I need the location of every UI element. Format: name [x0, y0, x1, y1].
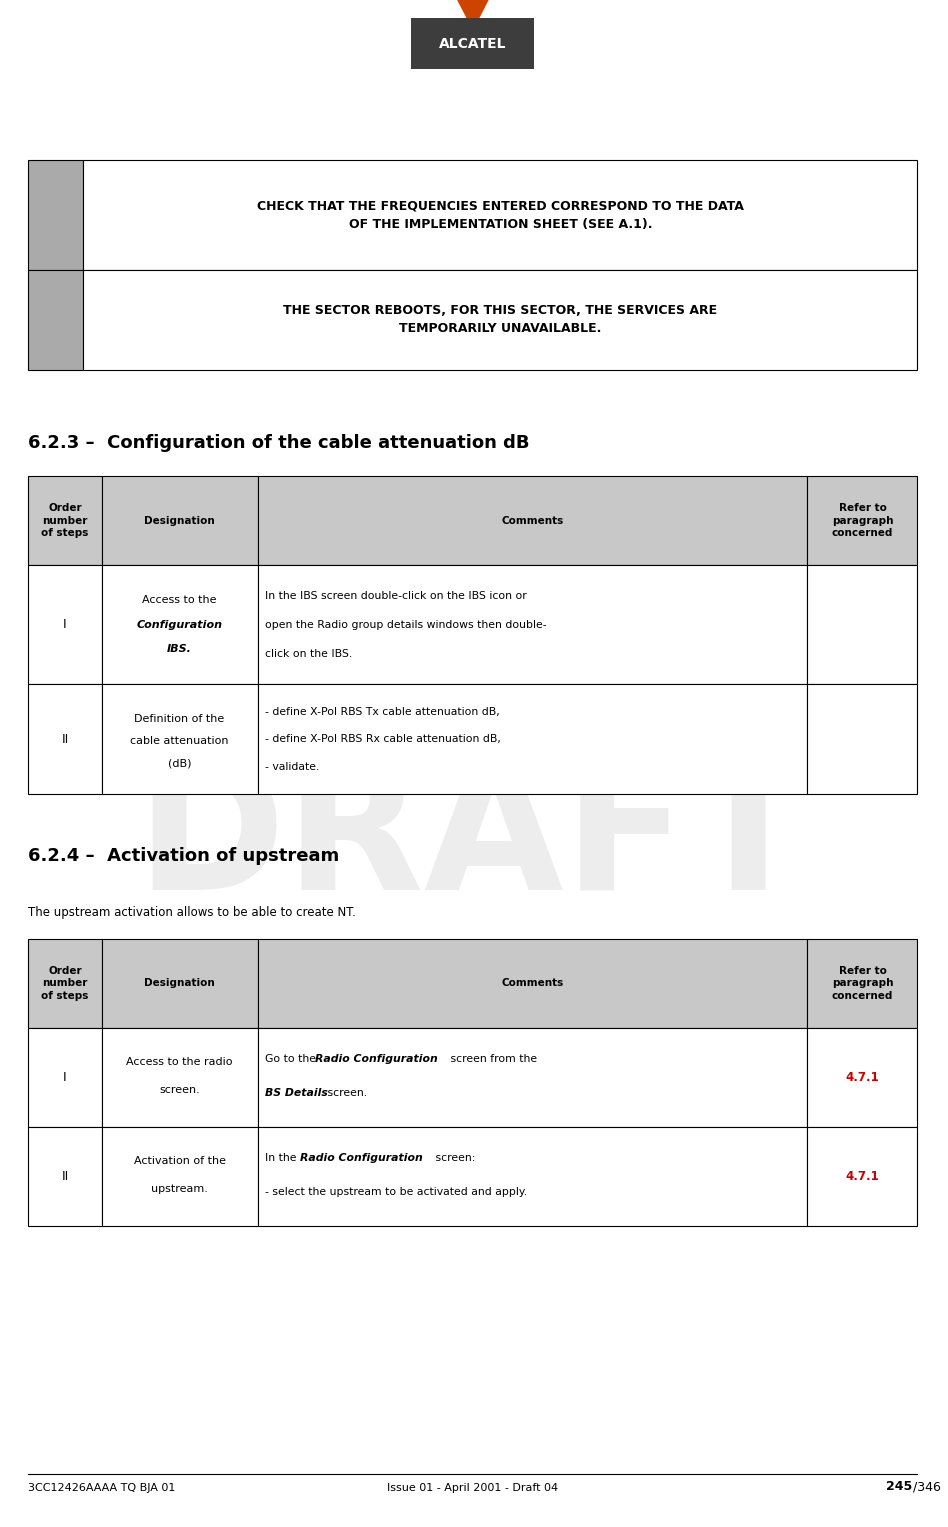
Bar: [101, 565, 258, 684]
Bar: [808, 1028, 918, 1127]
Text: Refer to
paragraph
concerned: Refer to paragraph concerned: [831, 967, 893, 1000]
Text: Access to the: Access to the: [142, 596, 217, 605]
Text: 6.2.3 –  Configuration of the cable attenuation dB: 6.2.3 – Configuration of the cable atten…: [28, 434, 530, 452]
Bar: [28, 270, 83, 370]
Text: Order
number
of steps: Order number of steps: [42, 504, 89, 538]
Bar: [28, 565, 101, 684]
Text: click on the IBS.: click on the IBS.: [265, 649, 353, 658]
Text: Issue 01 - April 2001 - Draft 04: Issue 01 - April 2001 - Draft 04: [388, 1483, 558, 1493]
Text: Radio Configuration: Radio Configuration: [301, 1153, 423, 1164]
Bar: [83, 270, 918, 370]
Text: 6.2.4 –  Activation of upstream: 6.2.4 – Activation of upstream: [28, 847, 339, 866]
Text: upstream.: upstream.: [151, 1183, 208, 1194]
Text: ALCATEL: ALCATEL: [439, 37, 506, 50]
Bar: [83, 160, 918, 270]
Bar: [28, 476, 101, 565]
Bar: [808, 1127, 918, 1226]
Text: DRAFT: DRAFT: [136, 751, 811, 928]
Text: BS Details: BS Details: [265, 1087, 328, 1098]
Text: Radio Configuration: Radio Configuration: [316, 1054, 438, 1064]
Bar: [101, 1028, 258, 1127]
Text: I: I: [64, 1070, 67, 1084]
Bar: [808, 565, 918, 684]
Bar: [101, 1127, 258, 1226]
Bar: [808, 939, 918, 1028]
Bar: [258, 476, 808, 565]
Text: In the: In the: [265, 1153, 301, 1164]
Text: 4.7.1: 4.7.1: [846, 1070, 880, 1084]
Bar: [258, 1028, 808, 1127]
Bar: [258, 939, 808, 1028]
Bar: [258, 684, 808, 794]
Bar: [258, 565, 808, 684]
Bar: [101, 684, 258, 794]
Text: Designation: Designation: [144, 516, 215, 525]
Text: - select the upstream to be activated and apply.: - select the upstream to be activated an…: [265, 1186, 527, 1197]
Text: open the Radio group details windows then double-: open the Radio group details windows the…: [265, 620, 547, 629]
Text: screen from the: screen from the: [447, 1054, 537, 1064]
Text: Comments: Comments: [501, 516, 564, 525]
Bar: [808, 476, 918, 565]
Bar: [28, 1127, 101, 1226]
Bar: [28, 160, 83, 270]
Bar: [411, 18, 535, 69]
Text: - define X-Pol RBS Tx cable attenuation dB,: - define X-Pol RBS Tx cable attenuation …: [265, 707, 500, 716]
Bar: [28, 1028, 101, 1127]
Bar: [28, 939, 101, 1028]
Text: - define X-Pol RBS Rx cable attenuation dB,: - define X-Pol RBS Rx cable attenuation …: [265, 734, 501, 744]
Text: The upstream activation allows to be able to create NT.: The upstream activation allows to be abl…: [28, 906, 356, 919]
Text: Access to the radio: Access to the radio: [126, 1057, 233, 1067]
Text: Refer to
paragraph
concerned: Refer to paragraph concerned: [831, 504, 893, 538]
Text: screen.: screen.: [159, 1084, 200, 1095]
Text: II: II: [62, 1170, 68, 1183]
Text: Definition of the: Definition of the: [135, 715, 225, 724]
Text: cable attenuation: cable attenuation: [131, 736, 228, 745]
Text: 245: 245: [886, 1480, 913, 1493]
Bar: [258, 1127, 808, 1226]
Text: CHECK THAT THE FREQUENCIES ENTERED CORRESPOND TO THE DATA
OF THE IMPLEMENTATION : CHECK THAT THE FREQUENCIES ENTERED CORRE…: [257, 200, 744, 231]
Bar: [28, 684, 101, 794]
Text: Configuration: Configuration: [137, 620, 223, 629]
Text: I: I: [64, 618, 67, 631]
Text: II: II: [62, 733, 68, 745]
Text: screen:: screen:: [431, 1153, 475, 1164]
Text: (dB): (dB): [168, 759, 191, 768]
Text: Comments: Comments: [501, 979, 564, 988]
Text: In the IBS screen double-click on the IBS icon or: In the IBS screen double-click on the IB…: [265, 591, 527, 600]
Text: - validate.: - validate.: [265, 762, 319, 771]
Text: IBS.: IBS.: [167, 644, 192, 654]
Text: Designation: Designation: [144, 979, 215, 988]
Text: 3CC12426AAAA TQ BJA 01: 3CC12426AAAA TQ BJA 01: [28, 1483, 175, 1493]
Polygon shape: [449, 0, 497, 31]
Text: screen.: screen.: [323, 1087, 367, 1098]
Bar: [808, 684, 918, 794]
Bar: [101, 476, 258, 565]
Text: THE SECTOR REBOOTS, FOR THIS SECTOR, THE SERVICES ARE
TEMPORARILY UNAVAILABLE.: THE SECTOR REBOOTS, FOR THIS SECTOR, THE…: [283, 304, 718, 336]
Text: 4.7.1: 4.7.1: [846, 1170, 880, 1183]
Text: Activation of the: Activation of the: [134, 1156, 226, 1167]
Text: /346: /346: [913, 1480, 940, 1493]
Text: Go to the: Go to the: [265, 1054, 319, 1064]
Bar: [101, 939, 258, 1028]
Text: Order
number
of steps: Order number of steps: [42, 967, 89, 1000]
